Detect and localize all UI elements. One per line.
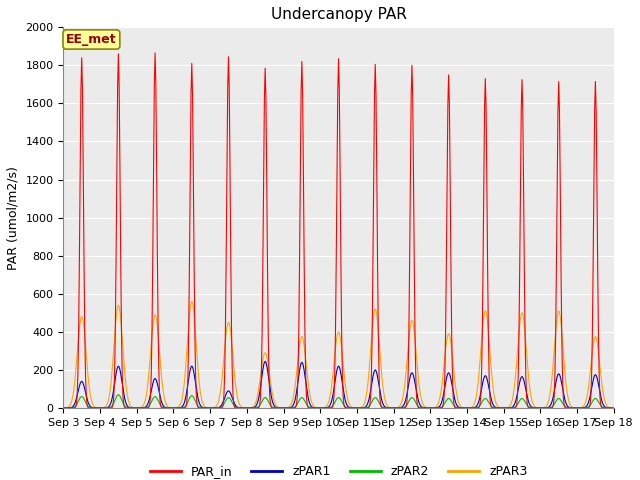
PAR_in	[60, 405, 67, 411]
zPAR3	[182, 364, 189, 370]
zPAR1	[609, 405, 617, 411]
zPAR2	[182, 402, 190, 408]
zPAR2	[406, 397, 413, 403]
PAR_in	[151, 50, 159, 56]
Title: Undercanopy PAR: Undercanopy PAR	[271, 7, 406, 22]
zPAR1	[60, 405, 67, 411]
zPAR1	[126, 405, 134, 410]
zPAR2	[422, 405, 429, 411]
zPAR1	[211, 405, 218, 411]
Y-axis label: PAR (umol/m2/s): PAR (umol/m2/s)	[7, 166, 20, 270]
zPAR2	[60, 405, 67, 411]
Legend: PAR_in, zPAR1, zPAR2, zPAR3: PAR_in, zPAR1, zPAR2, zPAR3	[145, 460, 532, 480]
zPAR3	[70, 390, 77, 396]
PAR_in	[70, 405, 77, 411]
zPAR3	[406, 329, 413, 335]
zPAR3	[126, 402, 134, 408]
zPAR1	[406, 376, 413, 382]
zPAR3	[212, 404, 220, 410]
zPAR3	[188, 299, 196, 304]
PAR_in	[609, 405, 617, 411]
Line: zPAR1: zPAR1	[63, 361, 613, 408]
Line: zPAR2: zPAR2	[63, 395, 613, 408]
Line: zPAR3: zPAR3	[63, 301, 613, 408]
Line: PAR_in: PAR_in	[63, 53, 613, 408]
zPAR2	[115, 392, 122, 397]
zPAR1	[422, 405, 429, 411]
zPAR2	[609, 405, 617, 411]
zPAR2	[70, 405, 77, 410]
PAR_in	[182, 402, 190, 408]
Text: EE_met: EE_met	[66, 33, 116, 46]
zPAR3	[422, 405, 429, 410]
PAR_in	[422, 405, 429, 411]
zPAR1	[182, 395, 189, 400]
zPAR1	[261, 359, 269, 364]
zPAR2	[212, 405, 220, 411]
zPAR3	[609, 405, 617, 411]
PAR_in	[212, 405, 220, 411]
PAR_in	[406, 258, 413, 264]
zPAR3	[60, 405, 67, 411]
zPAR1	[70, 403, 77, 409]
PAR_in	[126, 405, 134, 411]
zPAR2	[127, 405, 134, 411]
